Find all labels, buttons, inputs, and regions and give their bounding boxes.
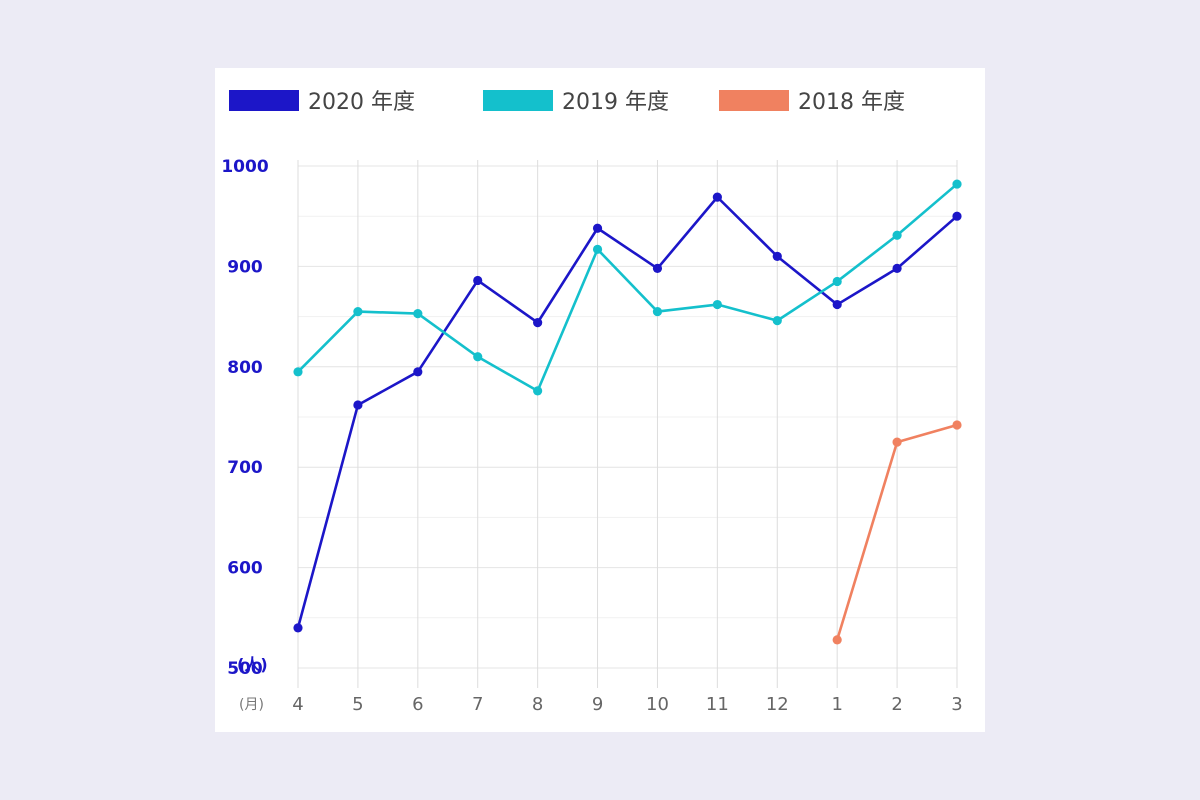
- data-point: [353, 400, 363, 410]
- series-line: [296, 195, 958, 629]
- y-tick-label: 600: [227, 559, 263, 579]
- x-tick-label: 6: [412, 694, 423, 715]
- legend-swatch: [719, 90, 789, 111]
- x-tick-label: 1: [831, 694, 842, 715]
- x-tick-label: 8: [532, 694, 543, 715]
- y-tick-label: 500: [227, 659, 263, 679]
- data-point: [473, 275, 483, 286]
- data-point: [712, 192, 722, 202]
- legend: 2020 年度 2019 年度 2018 年度: [229, 90, 905, 115]
- y-tick-label: 800: [227, 358, 263, 378]
- series-layer: [293, 179, 962, 645]
- data-point: [712, 299, 722, 310]
- data-point: [592, 244, 603, 254]
- chart-card: 2020 年度 2019 年度 2018 年度 (人) 500 600 700 800 90…: [215, 68, 985, 732]
- data-point: [832, 635, 842, 645]
- series-2: [293, 179, 962, 396]
- series-line: [297, 183, 958, 393]
- x-axis: (月) 4 5 6 7 8 9 10 11 12 1 2 3: [239, 694, 963, 715]
- y-unit-label: (人): [237, 655, 268, 674]
- data-point: [592, 223, 603, 233]
- data-point: [413, 367, 423, 377]
- x-tick-label: 5: [352, 694, 363, 715]
- data-point: [652, 263, 663, 274]
- legend-swatch: [483, 90, 553, 111]
- legend-swatch: [229, 90, 299, 111]
- data-point: [353, 306, 363, 317]
- data-point: [652, 306, 663, 317]
- series-3: [832, 420, 962, 645]
- x-tick-label: 9: [592, 694, 603, 715]
- y-axis: (人) 500 600 700 800 900 1000: [221, 157, 268, 679]
- legend-label: 2018 年度: [798, 90, 905, 115]
- data-point: [892, 437, 902, 447]
- data-point: [413, 308, 423, 319]
- x-tick-label: 11: [706, 694, 729, 715]
- series-1: [293, 192, 962, 633]
- data-point: [832, 276, 842, 287]
- x-tick-label: 2: [891, 694, 902, 715]
- grid: [297, 160, 958, 688]
- x-unit-label: (月): [239, 697, 264, 713]
- y-tick-label: 700: [227, 458, 263, 478]
- data-point: [473, 352, 483, 362]
- x-tick-label: 7: [472, 694, 483, 715]
- data-point: [533, 386, 543, 396]
- data-point: [293, 367, 303, 377]
- x-tick-label: 12: [766, 694, 789, 715]
- line-chart: 2020 年度 2019 年度 2018 年度 (人) 500 600 700 800 90…: [221, 90, 963, 715]
- legend-label: 2019 年度: [562, 90, 669, 115]
- x-tick-label: 4: [292, 694, 303, 715]
- x-tick-label: 10: [646, 694, 669, 715]
- data-point: [952, 211, 962, 221]
- data-point: [772, 251, 782, 261]
- data-point: [892, 230, 902, 240]
- data-point: [293, 623, 303, 633]
- legend-label: 2020 年度: [308, 90, 415, 115]
- y-tick-label: 900: [227, 257, 263, 277]
- data-point: [533, 318, 543, 328]
- data-point: [952, 420, 962, 430]
- data-point: [772, 316, 782, 326]
- data-point: [892, 263, 902, 274]
- y-tick-label: 1000: [221, 157, 268, 177]
- data-point: [832, 299, 842, 310]
- data-point: [952, 179, 962, 189]
- x-tick-label: 3: [951, 694, 962, 715]
